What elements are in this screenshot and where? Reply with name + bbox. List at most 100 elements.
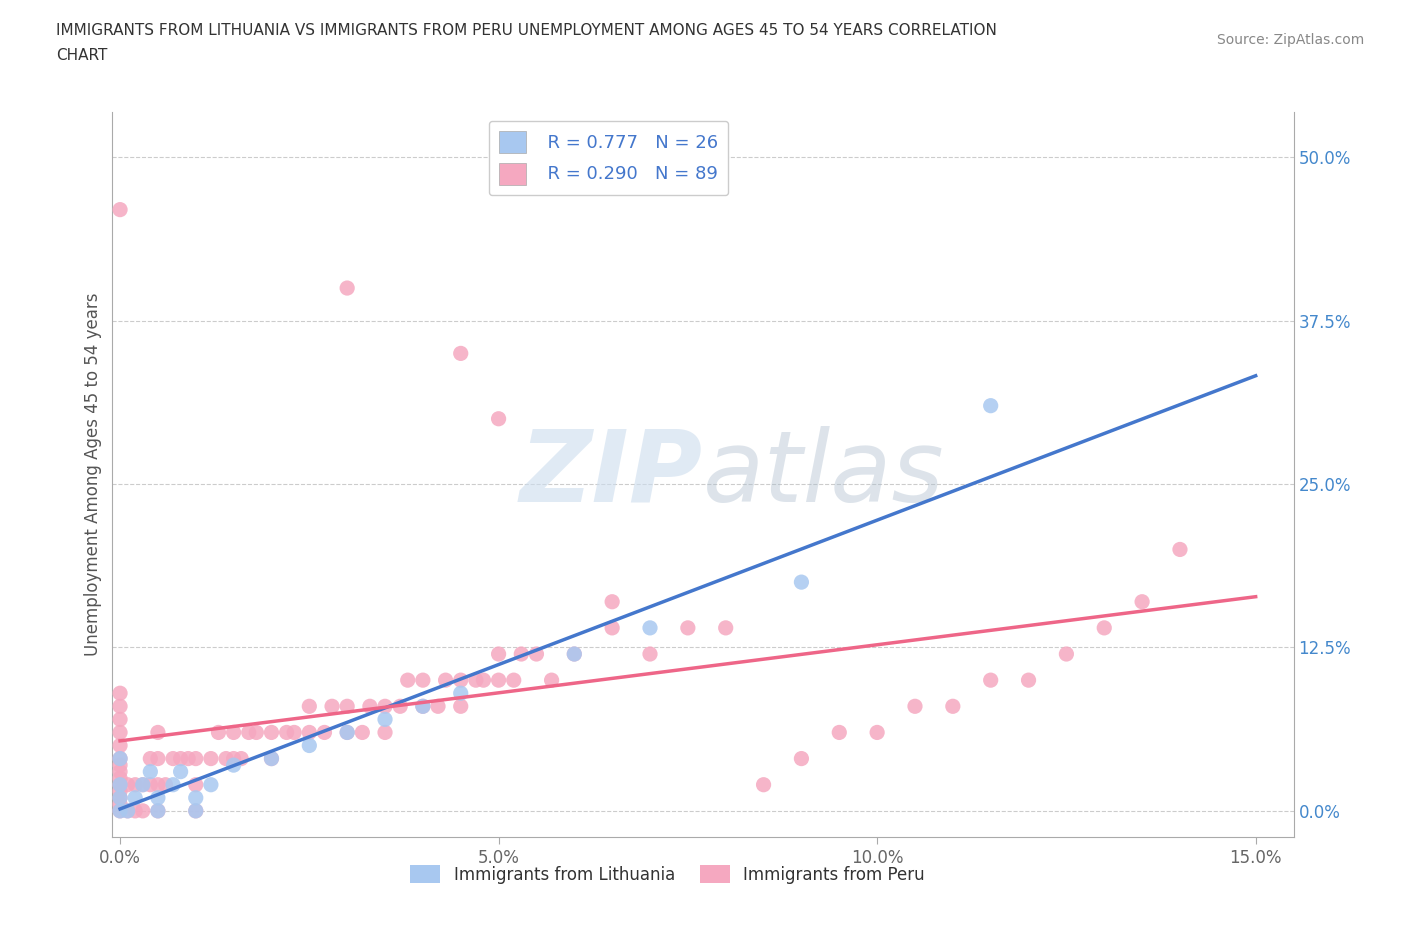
Point	[359, 698, 381, 713]
Point	[790, 575, 813, 590]
Point	[1168, 542, 1191, 557]
Point	[108, 784, 131, 799]
Point	[184, 790, 207, 805]
Point	[1054, 646, 1077, 661]
Y-axis label: Unemployment Among Ages 45 to 54 years: Unemployment Among Ages 45 to 54 years	[84, 293, 103, 656]
Point	[124, 777, 146, 792]
Point	[146, 725, 169, 740]
Point	[600, 620, 623, 635]
Point	[108, 751, 131, 766]
Point	[1092, 620, 1115, 635]
Point	[298, 698, 321, 713]
Point	[146, 804, 169, 818]
Point	[412, 672, 434, 687]
Point	[942, 698, 965, 713]
Point	[510, 646, 533, 661]
Point	[752, 777, 775, 792]
Point	[488, 672, 510, 687]
Point	[562, 646, 585, 661]
Point	[790, 751, 813, 766]
Point	[260, 725, 283, 740]
Point	[222, 725, 245, 740]
Point	[450, 346, 472, 361]
Point	[472, 672, 495, 687]
Point	[298, 738, 321, 753]
Point	[600, 594, 623, 609]
Point	[714, 620, 737, 635]
Point	[200, 751, 222, 766]
Point	[108, 712, 131, 727]
Point	[1130, 594, 1153, 609]
Point	[117, 777, 139, 792]
Point	[139, 751, 162, 766]
Point	[638, 646, 661, 661]
Point	[108, 758, 131, 773]
Text: CHART: CHART	[56, 48, 108, 63]
Point	[434, 672, 457, 687]
Point	[352, 725, 374, 740]
Point	[108, 804, 131, 818]
Point	[108, 777, 131, 792]
Point	[450, 672, 472, 687]
Point	[283, 725, 305, 740]
Point	[336, 698, 359, 713]
Point	[108, 790, 131, 805]
Point	[321, 698, 343, 713]
Point	[1018, 672, 1040, 687]
Point	[139, 777, 162, 792]
Point	[238, 725, 260, 740]
Point	[162, 777, 184, 792]
Point	[108, 804, 131, 818]
Point	[132, 804, 155, 818]
Point	[139, 764, 162, 779]
Text: Source: ZipAtlas.com: Source: ZipAtlas.com	[1216, 33, 1364, 46]
Point	[866, 725, 889, 740]
Point	[108, 777, 131, 792]
Point	[108, 771, 131, 786]
Point	[314, 725, 336, 740]
Text: atlas: atlas	[703, 426, 945, 523]
Point	[298, 725, 321, 740]
Point	[450, 685, 472, 700]
Point	[162, 751, 184, 766]
Point	[146, 804, 169, 818]
Point	[169, 751, 191, 766]
Point	[488, 411, 510, 426]
Point	[502, 672, 524, 687]
Point	[464, 672, 486, 687]
Point	[108, 790, 131, 805]
Point	[146, 751, 169, 766]
Point	[980, 398, 1002, 413]
Point	[215, 751, 238, 766]
Point	[108, 738, 131, 753]
Point	[980, 672, 1002, 687]
Point	[904, 698, 927, 713]
Point	[117, 804, 139, 818]
Point	[450, 698, 472, 713]
Point	[222, 758, 245, 773]
Point	[146, 777, 169, 792]
Point	[108, 725, 131, 740]
Point	[184, 804, 207, 818]
Point	[260, 751, 283, 766]
Point	[396, 672, 419, 687]
Point	[155, 777, 177, 792]
Point	[108, 764, 131, 779]
Point	[108, 685, 131, 700]
Point	[374, 712, 396, 727]
Point	[374, 725, 396, 740]
Point	[124, 804, 146, 818]
Point	[132, 777, 155, 792]
Point	[146, 790, 169, 805]
Point	[207, 725, 229, 740]
Point	[108, 751, 131, 766]
Text: ZIP: ZIP	[520, 426, 703, 523]
Point	[177, 751, 200, 766]
Point	[132, 777, 155, 792]
Point	[336, 725, 359, 740]
Point	[260, 751, 283, 766]
Point	[124, 790, 146, 805]
Legend: Immigrants from Lithuania, Immigrants from Peru: Immigrants from Lithuania, Immigrants fr…	[404, 858, 932, 890]
Point	[412, 698, 434, 713]
Point	[828, 725, 851, 740]
